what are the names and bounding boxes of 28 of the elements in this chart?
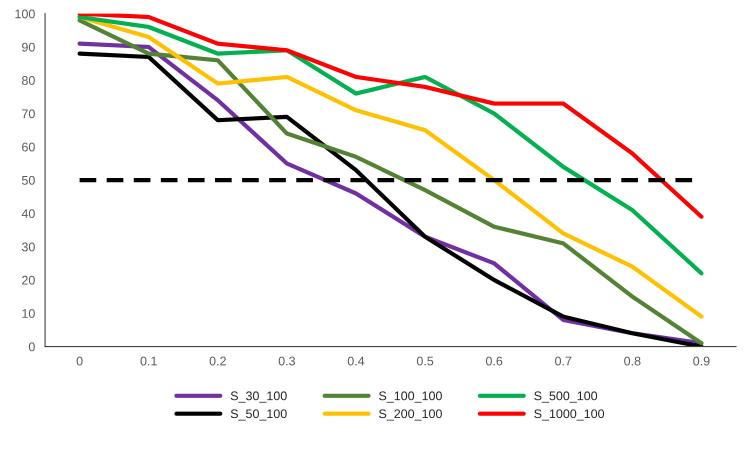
- y-tick-label: 90: [22, 42, 35, 52]
- y-tick-label: 40: [22, 209, 35, 218]
- legend-label: S_200_100: [379, 409, 442, 421]
- x-tick-label: 0.1: [140, 356, 157, 366]
- y-tick-label: 20: [22, 276, 35, 285]
- y-tick-label: 50: [22, 176, 35, 185]
- line-series: [78, 14, 704, 219]
- legend-label: S_30_100: [230, 391, 287, 403]
- legend-label: S_100_100: [379, 391, 442, 403]
- x-tick-label: 0.7: [555, 356, 572, 366]
- y-tick-label: 10: [22, 309, 35, 318]
- x-tick-label: 0.6: [486, 356, 502, 366]
- legend-label: S_1000_100: [534, 409, 604, 421]
- y-tick-label: 100: [15, 9, 35, 18]
- x-tick-label: 0.2: [210, 356, 226, 366]
- y-tick-label: 0: [28, 342, 35, 352]
- y-tick-label: 70: [22, 109, 35, 118]
- y-tick-label: 80: [22, 76, 35, 85]
- x-tick-label: 0.5: [416, 356, 434, 366]
- y-tick-label: 60: [22, 142, 35, 152]
- y-tick-label: 30: [22, 242, 35, 252]
- x-tick-label: 0.9: [693, 356, 710, 366]
- legend-label: S_50_100: [230, 409, 287, 421]
- legend-label: S_500_100: [534, 391, 598, 403]
- x-tick-label: 0.3: [278, 356, 296, 366]
- x-tick-label: 0.8: [624, 356, 640, 366]
- x-tick-label: 0.4: [348, 356, 364, 366]
- x-tick-label: 0: [76, 356, 83, 366]
